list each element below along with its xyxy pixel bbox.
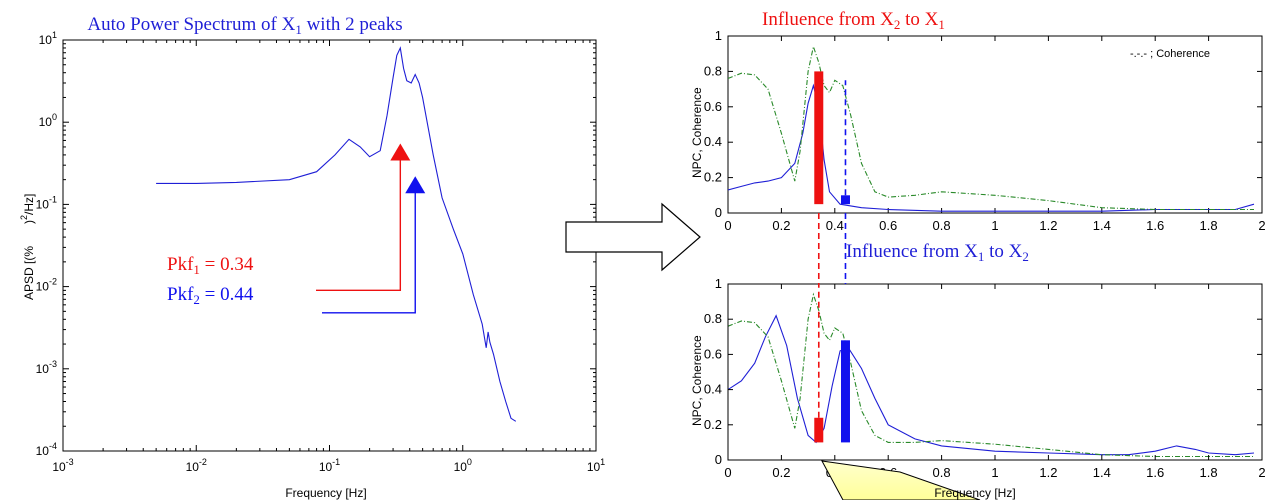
apsd-y-tick-label: 10-1 bbox=[36, 194, 57, 211]
chart-c-y-axis-label: NPC, Coherence bbox=[690, 335, 704, 426]
peak-arrow-head bbox=[405, 176, 426, 194]
chart-c-tick-group: 00.20.40.60.811.21.41.61.8200.20.40.60.8… bbox=[704, 276, 1266, 480]
x-tick-label: 1 bbox=[991, 218, 998, 233]
apsd-x-tick-label: 101 bbox=[587, 457, 605, 474]
x-tick-label: 2 bbox=[1258, 465, 1265, 480]
chart-c-npc-line bbox=[728, 314, 1255, 456]
transition-arrow bbox=[565, 202, 701, 272]
x-tick-label: 0.6 bbox=[879, 218, 897, 233]
influence-x2-to-x1-chart: Influence from X2 to X1 0 0.2 0.4 0.6 0.8 1 1.… bbox=[690, 9, 1266, 233]
x-tick-label: 0.8 bbox=[933, 465, 951, 480]
y-tick-label: 0.4 bbox=[704, 382, 722, 397]
x-tick-label: 0.4 bbox=[826, 218, 844, 233]
callout-wedge bbox=[821, 460, 981, 500]
x-tick-label: 1 bbox=[991, 465, 998, 480]
peak-arrow-shaft bbox=[316, 159, 402, 292]
x-tick-label: 0 bbox=[724, 465, 731, 480]
x-tick-label: 0.2 bbox=[772, 218, 790, 233]
y-tick-label: 0.6 bbox=[704, 346, 722, 361]
peak-1-label: Pkf1 = 0.34 bbox=[167, 254, 254, 277]
peak-bar bbox=[840, 340, 850, 443]
peak-bar bbox=[814, 71, 824, 205]
chart-b-npc-line bbox=[728, 83, 1255, 212]
y-tick-label: 1 bbox=[715, 28, 722, 43]
apsd-y-tick-label: 10-2 bbox=[36, 277, 57, 294]
apsd-y-tick-label: 10-4 bbox=[36, 441, 57, 458]
chart-b-y-axis-label: NPC, Coherence bbox=[690, 87, 704, 178]
x-tick-label: 1.8 bbox=[1200, 218, 1218, 233]
apsd-x-tick-label: 10-1 bbox=[319, 457, 340, 474]
chart-b-plot-area bbox=[727, 35, 1263, 214]
apsd-y-tick-label: 100 bbox=[39, 112, 57, 129]
y-tick-label: 0.8 bbox=[704, 311, 722, 326]
chart-b-tick-group: 0 0.2 0.4 0.6 0.8 1 1.2 1.4 1.6 1.8 2 0 0.2 0.4 0.6 0.8… bbox=[704, 28, 1266, 233]
apsd-x-axis-label: Frequency [Hz] bbox=[285, 486, 366, 500]
apsd-y-tick-label: 10-3 bbox=[36, 359, 57, 376]
peak-arrow-head bbox=[390, 143, 411, 161]
apsd-y-axis-label: APSD [(%)2/Hz] bbox=[19, 194, 36, 300]
x-tick-label: 0.2 bbox=[772, 465, 790, 480]
x-tick-label: 2 bbox=[1258, 218, 1265, 233]
peak-2-arrow bbox=[322, 176, 426, 314]
apsd-x-tick-label: 100 bbox=[454, 457, 472, 474]
influence-x1-to-x2-chart: 0 0.2 0.4 0.6 0.8 1 1.2 1.4 1.6 1.8 2 0 0.2 0.4 0.6 0.8… bbox=[690, 213, 1266, 480]
x-tick-label: 1.8 bbox=[1200, 465, 1218, 480]
y-tick-label: 1 bbox=[715, 276, 722, 291]
peak-2-label: Pkf2 = 0.44 bbox=[167, 284, 254, 307]
apsd-x-tick-label: 10-2 bbox=[186, 457, 207, 474]
y-tick-label: 0.8 bbox=[704, 63, 722, 78]
chart-b-legend: -.-.- ; Coherence bbox=[1130, 48, 1210, 60]
apsd-chart-title: Auto Power Spectrum of X1 with 2 peaks bbox=[87, 14, 402, 37]
x-tick-label: 1.2 bbox=[1039, 218, 1057, 233]
y-tick-label: 0.2 bbox=[704, 170, 722, 185]
chart-c-coherence-line bbox=[728, 292, 1254, 458]
chart-b-coherence-line bbox=[728, 44, 1254, 211]
peak-1-arrow bbox=[316, 143, 411, 292]
x-tick-label: 1.4 bbox=[1093, 218, 1111, 233]
chart-b-title: Influence from X2 to X1 bbox=[762, 9, 945, 32]
x-tick-label: 0.8 bbox=[933, 218, 951, 233]
x-tick-label: 1.2 bbox=[1039, 465, 1057, 480]
peak-bar bbox=[814, 417, 824, 443]
x-tick-label: 1.4 bbox=[1093, 465, 1111, 480]
chart-b-marker-group bbox=[814, 71, 850, 205]
y-tick-label: 0.2 bbox=[704, 417, 722, 432]
x-tick-label: 1.6 bbox=[1146, 465, 1164, 480]
y-tick-label: 0.4 bbox=[704, 134, 722, 149]
apsd-chart: Auto Power Spectrum of X1 with 2 peaks 1… bbox=[19, 14, 605, 500]
peak-arrow-shaft bbox=[322, 192, 416, 314]
y-tick-label: 0 bbox=[715, 452, 722, 467]
y-tick-label: 0.6 bbox=[704, 99, 722, 114]
apsd-y-tick-label: 101 bbox=[39, 30, 57, 47]
x-tick-label: 1.6 bbox=[1146, 218, 1164, 233]
apsd-plot-area bbox=[62, 39, 597, 452]
peak-bar bbox=[840, 195, 850, 205]
x-tick-label: 0 bbox=[724, 218, 731, 233]
apsd-series-line bbox=[156, 46, 517, 422]
chart-c-x-axis-label: Frequency [Hz] bbox=[934, 486, 1015, 500]
chart-c-title: Influence from X1 to X2 bbox=[846, 241, 1029, 264]
y-tick-label: 0 bbox=[715, 205, 722, 220]
chart-c-marker-group bbox=[814, 213, 850, 443]
apsd-x-tick-label: 10-3 bbox=[52, 457, 73, 474]
